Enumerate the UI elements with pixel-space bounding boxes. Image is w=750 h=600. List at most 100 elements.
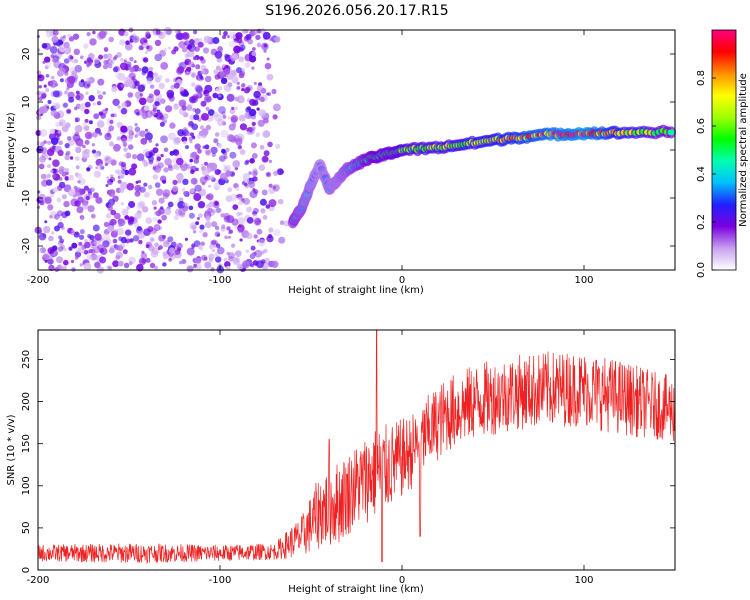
spectrogram-noise-cell — [252, 188, 256, 192]
spectrogram-noise-cell — [153, 229, 158, 234]
spectrogram-noise-cell — [145, 110, 153, 118]
spectrogram-noise-cell — [248, 108, 257, 117]
spectrogram-noise-cell — [210, 146, 218, 154]
spectrogram-noise-cell — [239, 123, 247, 131]
spectrogram-noise-cell — [49, 215, 53, 219]
spectrogram-noise-cell — [36, 147, 42, 154]
spectrogram-noise-cell — [234, 106, 238, 110]
spectrogram-noise-cell — [143, 182, 148, 187]
spectrogram-noise-cell — [93, 192, 99, 199]
spectrogram-noise-cell — [117, 245, 124, 251]
spectrogram-xtick-label: 100 — [574, 275, 593, 286]
spectrogram-noise-cell — [230, 53, 239, 62]
spectrogram-noise-cell — [228, 135, 235, 141]
spectrogram-noise-cell — [91, 143, 96, 147]
spectrogram-noise-cell — [147, 155, 155, 162]
spectrogram-noise-cell — [195, 221, 200, 226]
spectrogram-ytick-label: -10 — [21, 190, 32, 206]
spectrogram-xlabel: Height of straight line (km) — [288, 285, 424, 296]
spectrogram-noise-cell — [241, 260, 250, 269]
spectrogram-noise-cell — [264, 62, 272, 70]
spectrogram-noise-cell — [204, 221, 212, 229]
spectrogram-noise-cell — [182, 202, 188, 207]
spectrogram-noise-cell — [234, 250, 242, 257]
spectrogram-noise-cell — [251, 51, 257, 57]
spectrogram-noise-cell — [232, 204, 239, 211]
spectrogram-noise-cell — [255, 132, 260, 137]
spectrogram-noise-cell — [36, 140, 41, 146]
spectrogram-noise-cell — [118, 236, 123, 241]
spectrogram-noise-cell — [243, 173, 250, 180]
spectrogram-noise-cell — [138, 257, 147, 266]
snr-ytick-label: 150 — [21, 434, 32, 453]
spectrogram-noise-cell — [146, 77, 153, 85]
spectrogram-noise-cell — [222, 115, 227, 119]
spectrogram-noise-cell — [138, 200, 146, 208]
spectrogram-noise-cell — [265, 171, 272, 178]
spectrogram-noise-cell — [103, 47, 109, 52]
spectrogram-noise-cell — [214, 201, 219, 206]
spectrogram-noise-cell — [252, 47, 256, 51]
spectrogram-noise-cell — [195, 95, 200, 99]
spectrogram-noise-cell — [125, 152, 132, 159]
spectrogram-noise-cell — [253, 234, 258, 239]
colorbar-label: Normalized spectral amplitude — [738, 73, 749, 227]
spectrogram-noise-cell — [76, 206, 84, 214]
spectrogram-noise-cell — [189, 222, 197, 230]
spectrogram-noise-cell — [253, 218, 262, 226]
spectrogram-noise-cell — [196, 217, 200, 220]
spectrogram-noise-cell — [256, 107, 260, 111]
spectrogram-noise-cell — [39, 200, 45, 206]
snr-ytick-label: 250 — [21, 350, 32, 369]
spectrogram-noise-cell — [163, 167, 169, 173]
spectrogram-y-axis: -20 -10 0 10 20 — [21, 48, 675, 254]
spectrogram-noise-cell — [137, 179, 142, 184]
spectrogram-noise-cell — [119, 39, 126, 46]
spectrogram-noise-cell — [56, 185, 63, 192]
spectrogram-noise-cell — [139, 130, 146, 137]
spectrogram-noise-cell — [113, 229, 119, 234]
spectrogram-noise-cell — [220, 226, 226, 232]
spectrogram-noise-cell — [268, 183, 273, 188]
spectrogram-noise-cell — [214, 50, 223, 59]
colorbar-ticks: 0.0 0.2 0.4 0.6 0.8 — [696, 70, 716, 278]
spectrogram-noise-cell — [262, 130, 271, 138]
spectrogram-noise-cell — [211, 221, 218, 228]
spectrogram-noise-cell — [90, 253, 98, 261]
spectrogram-noise-cell — [205, 150, 211, 156]
spectrogram-noise-cell — [108, 203, 114, 208]
spectrogram-noise-cell — [52, 159, 60, 167]
spectrogram-noise-cell — [149, 237, 155, 243]
spectrogram-noise-cell — [226, 93, 235, 102]
spectrogram-noise-cell — [44, 196, 52, 204]
spectrogram-noise-cell — [226, 226, 231, 231]
spectrogram-noise-cell — [125, 236, 129, 240]
spectrogram-noise-cell — [231, 106, 235, 110]
spectrogram-noise-cell — [223, 31, 228, 36]
spectrogram-noise-cell — [125, 229, 132, 236]
spectrogram-noise-cell — [156, 156, 162, 162]
spectrogram-noise-cell — [85, 77, 91, 83]
spectrogram-noise-cell — [211, 240, 217, 246]
spectrogram-noise-cell — [223, 68, 231, 75]
spectrogram-noise-cell — [204, 161, 208, 166]
spectrogram-noise-cell — [235, 137, 243, 146]
spectrogram-noise-cell — [70, 198, 79, 207]
spectrogram-noise-cell — [59, 78, 64, 83]
spectrogram-noise-cell — [64, 143, 70, 149]
spectrogram-noise-cell — [238, 200, 244, 206]
spectrogram-noise-cell — [188, 39, 195, 45]
spectrogram-noise-cell — [70, 259, 75, 264]
spectrogram-noise-cell — [195, 167, 199, 172]
spectrogram-noise-cell — [93, 113, 100, 120]
spectrogram-noise-cell — [38, 74, 42, 79]
spectrogram-noise-cell — [120, 107, 128, 115]
spectrogram-noise-cell — [224, 235, 228, 240]
spectrogram-noise-cell — [188, 136, 193, 141]
spectrogram-noise-cell — [126, 206, 131, 210]
spectrogram-noise-cell — [64, 176, 70, 181]
spectrogram-noise-cell — [148, 93, 154, 99]
spectrogram-noise-cell — [47, 204, 54, 211]
spectrogram-noise-cell — [153, 224, 161, 231]
spectrogram-noise-cell — [64, 210, 71, 217]
